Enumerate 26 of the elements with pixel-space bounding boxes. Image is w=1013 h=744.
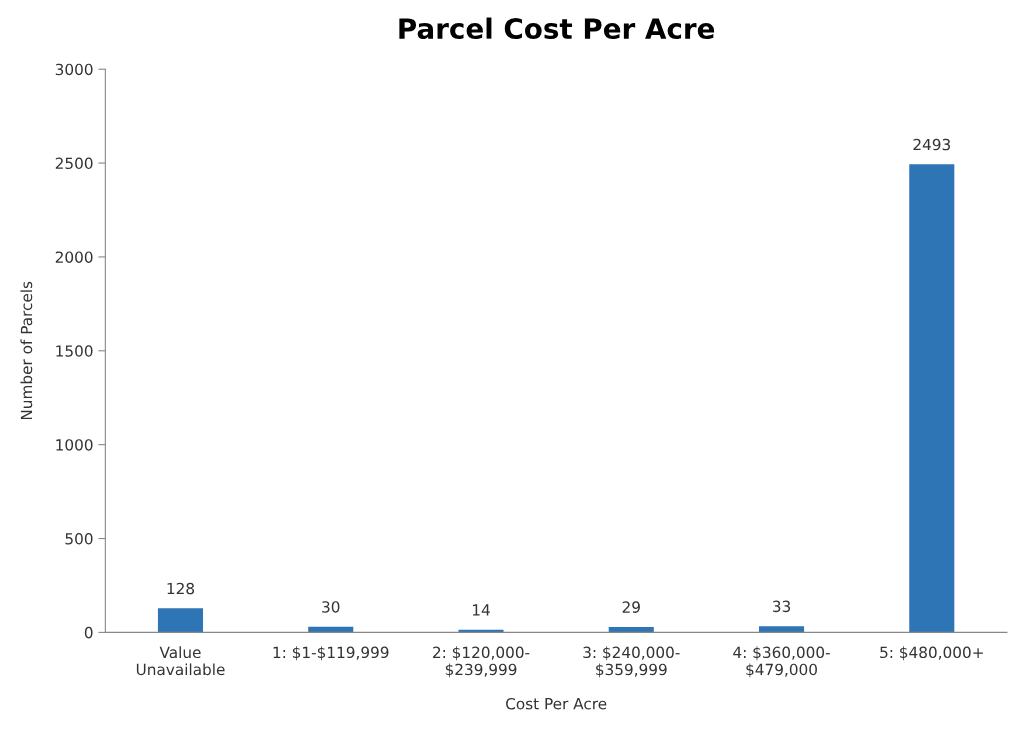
y-tick-label: 2500 <box>55 157 93 170</box>
data-label: 128 <box>167 582 195 595</box>
data-label: 30 <box>322 601 340 613</box>
y-tick-label: 2000 <box>55 251 93 263</box>
x-tick-label: 2: $120,000- $239,999 <box>433 646 530 678</box>
y-tick-label: 1500 <box>56 345 93 357</box>
data-label: 2493 <box>913 138 951 151</box>
y-tick-label: 500 <box>65 533 93 545</box>
bar <box>909 164 955 633</box>
x-tick-label: 4: $360,000- $479,000 <box>733 646 830 678</box>
x-tick-label: 1: $1-$119,999 <box>273 646 389 661</box>
y-axis-title: Number of Parcels <box>20 281 33 420</box>
bar <box>758 626 805 633</box>
chart-title: Parcel Cost Per Acre <box>399 17 715 40</box>
x-tick-label: Value Unavailable <box>136 646 225 676</box>
x-tick-label: 3: $240,000- $359,999 <box>583 646 680 678</box>
x-tick-label: 5: $480,000+ <box>880 646 983 661</box>
data-label: 29 <box>622 601 640 613</box>
bar <box>157 608 204 633</box>
y-tick-label: 0 <box>84 626 93 639</box>
data-label: 33 <box>772 600 791 613</box>
y-tick-label: 3000 <box>55 63 93 76</box>
x-axis-title: Cost Per Acre <box>506 697 607 710</box>
data-label: 14 <box>472 604 490 616</box>
bar <box>608 626 654 633</box>
y-tick-label: 1000 <box>56 439 93 451</box>
